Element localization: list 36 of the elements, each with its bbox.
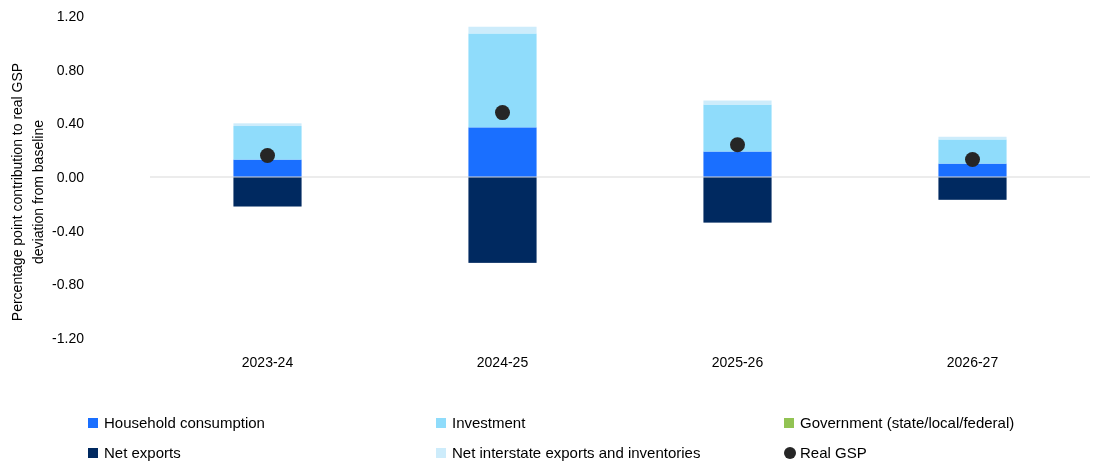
y-tick-label: 0.80 bbox=[56, 61, 85, 78]
bar bbox=[938, 139, 1007, 164]
bar bbox=[233, 126, 302, 160]
bar bbox=[468, 127, 537, 177]
y-tick-label: 1.20 bbox=[56, 7, 85, 24]
bar bbox=[468, 33, 537, 128]
y-axis-title: Percentage point contribution to real GSP deviation from baseline bbox=[9, 62, 46, 322]
y-tick-label: -1.20 bbox=[52, 329, 85, 346]
x-tick-label: 2025-26 bbox=[711, 354, 764, 370]
x-tick-label: 2026-27 bbox=[946, 354, 999, 370]
legend-label: Net interstate exports and inventories bbox=[452, 444, 701, 462]
bar bbox=[703, 100, 772, 105]
x-tick-label: 2023-24 bbox=[241, 354, 294, 370]
x-tick-label: 2024-25 bbox=[476, 354, 529, 370]
point bbox=[495, 105, 510, 121]
legend-label: Investment bbox=[452, 414, 527, 432]
y-tick-label: -0.80 bbox=[52, 276, 85, 293]
point bbox=[260, 148, 275, 164]
bar bbox=[468, 177, 537, 263]
point bbox=[965, 152, 980, 168]
bar bbox=[233, 123, 302, 127]
bar bbox=[233, 159, 302, 177]
bar bbox=[468, 26, 537, 34]
bar bbox=[233, 177, 302, 207]
y-tick-label: 0.40 bbox=[56, 115, 85, 132]
point bbox=[730, 137, 745, 153]
bar bbox=[703, 104, 772, 152]
bar bbox=[703, 151, 772, 177]
bar bbox=[938, 177, 1007, 200]
legend-label: Household consumption bbox=[104, 414, 265, 432]
bar bbox=[703, 177, 772, 223]
legend-label: Government (state/local/federal) bbox=[800, 414, 1015, 432]
y-tick-label: 0.00 bbox=[56, 168, 85, 185]
legend-label: Net exports bbox=[104, 444, 181, 462]
legend-label: Real GSP bbox=[800, 444, 867, 462]
y-tick-label: -0.40 bbox=[52, 222, 85, 239]
